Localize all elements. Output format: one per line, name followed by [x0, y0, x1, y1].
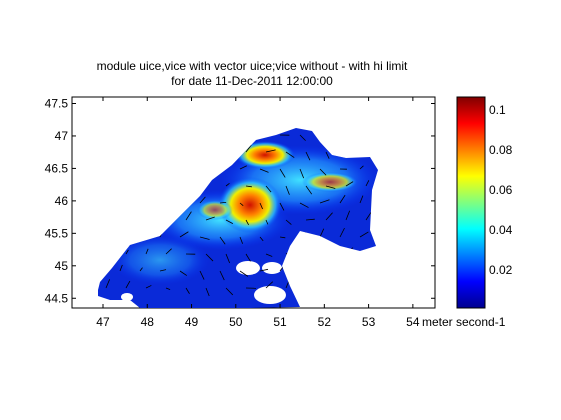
vector-arrow [239, 270, 249, 277]
y-tick-label: 46 [55, 194, 69, 208]
vector-arrow [245, 144, 252, 153]
colorbar [456, 96, 486, 309]
vector-arrow [279, 202, 285, 211]
vector-arrow [285, 219, 292, 225]
vector-arrow [239, 202, 244, 206]
vector-arrow [365, 212, 372, 221]
vector-arrow [359, 231, 369, 238]
vector-arrow [305, 218, 315, 221]
vector-arrow [225, 287, 234, 296]
vector-arrow [285, 151, 295, 158]
title-line: module uice,vice with vector uice;vice w… [97, 59, 408, 73]
vector-arrow [359, 195, 364, 204]
vector-arrow [125, 249, 129, 255]
vector-arrow [205, 253, 214, 262]
vector-arrow [165, 287, 171, 290]
vector-arrow [265, 253, 273, 257]
vector-arrow [119, 264, 123, 272]
vector-arrow [345, 181, 354, 187]
colorbar-tick-label: 0.04 [489, 223, 513, 237]
vector-arrow [265, 185, 272, 193]
vector-arrow [345, 210, 351, 221]
vector-arrow [319, 199, 330, 204]
title-line: for date 11-Dec-2011 12:00:00 [171, 74, 333, 88]
vector-arrow [159, 269, 167, 272]
vector-arrow [259, 236, 264, 242]
x-tick-label: 50 [229, 315, 243, 329]
vector-arrow [219, 201, 227, 204]
vector-arrow [219, 270, 225, 281]
vector-arrow [199, 196, 206, 204]
x-tick-label: 51 [273, 315, 287, 329]
vector-arrow [299, 168, 305, 179]
vector-arrow [299, 202, 309, 208]
vector-arrow [185, 287, 190, 294]
vector-arrow [179, 270, 188, 276]
vector-arrow [245, 185, 252, 188]
vector-arrow [265, 219, 269, 225]
vector-arrow [365, 180, 370, 187]
vector-arrow [145, 285, 152, 289]
x-tick-label: 49 [185, 315, 199, 329]
y-tick-label: 45.5 [45, 226, 69, 240]
vector-arrow [325, 185, 336, 189]
vector-arrow [225, 253, 231, 264]
vector-arrow [239, 165, 247, 170]
vector-arrow [139, 267, 143, 272]
y-tick-label: 44.5 [45, 291, 69, 305]
vector-arrow [205, 216, 215, 221]
x-tick-label: 53 [362, 315, 376, 329]
x-tick-label: 52 [318, 315, 332, 329]
vector-arrow [279, 168, 286, 178]
vector-arrow [299, 134, 306, 141]
vector-arrow [285, 185, 290, 195]
colorbar-tick-label: 0.1 [489, 103, 506, 117]
vector-arrow [359, 165, 364, 170]
colorbar-tick-label: 0.06 [489, 183, 513, 197]
vector-arrow [265, 149, 276, 153]
vector-arrow [225, 182, 230, 187]
vector-arrow [185, 211, 192, 221]
vector-arrow [279, 236, 286, 239]
vector-arrow [205, 287, 210, 297]
vector-arrow [239, 236, 244, 244]
vector-arrow [339, 194, 346, 204]
vector-arrow [245, 253, 251, 262]
vector-arrow [145, 248, 149, 255]
vector-arrow [319, 168, 327, 176]
vector-arrow [319, 228, 325, 238]
colorbar-label: meter second-1 [422, 315, 506, 329]
vector-arrow [165, 248, 172, 255]
colorbar-tick-label: 0.02 [489, 263, 513, 277]
vector-arrow [325, 212, 333, 221]
vector-arrow [325, 151, 330, 159]
x-tick-label: 47 [96, 315, 110, 329]
vector-arrow [339, 227, 345, 238]
x-tick-label: 48 [141, 315, 155, 329]
y-tick-label: 46.5 [45, 161, 69, 175]
vector-arrow [199, 270, 205, 280]
vector-arrow [105, 279, 111, 289]
x-tick-label: 54 [406, 315, 420, 329]
vector-arrow [225, 219, 234, 224]
vector-arrow [199, 236, 210, 240]
vector-arrow [219, 236, 226, 245]
vector-arrow [305, 185, 313, 195]
vector-arrow [305, 151, 311, 161]
vector-arrow [265, 281, 274, 289]
vector-arrow [125, 280, 131, 289]
y-tick-label: 47.5 [45, 96, 69, 110]
vector-arrow [245, 219, 250, 226]
vector-arrow [259, 268, 269, 272]
colorbar-tick-label: 0.08 [489, 143, 513, 157]
vector-arrow [179, 231, 189, 238]
y-tick-label: 45 [55, 259, 69, 273]
y-tick-label: 47 [55, 129, 69, 143]
vector-arrow [259, 168, 269, 173]
vector-arrow [259, 202, 263, 210]
